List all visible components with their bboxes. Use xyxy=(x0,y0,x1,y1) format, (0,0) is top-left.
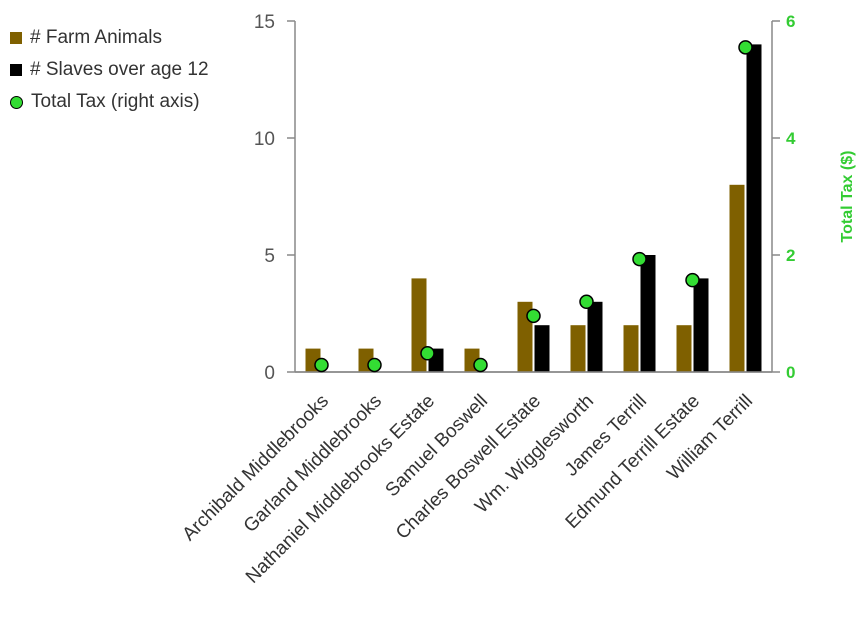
farm-animals-bar xyxy=(729,184,745,372)
total-tax-point xyxy=(738,40,753,55)
slaves-bar xyxy=(693,278,709,372)
total-tax-point xyxy=(632,251,647,267)
legend-item-total-tax: Total Tax (right axis) xyxy=(10,86,209,118)
total-tax-point xyxy=(579,294,594,310)
y2-tick-label: 0 xyxy=(786,363,795,382)
legend-label: Total Tax (right axis) xyxy=(31,91,200,112)
y2-axis-label: Total Tax ($) xyxy=(839,151,856,243)
slaves-bar xyxy=(587,301,603,372)
legend: # Farm Animals # Slaves over age 12 Tota… xyxy=(10,22,209,118)
slaves-swatch xyxy=(10,64,22,76)
total-tax-point xyxy=(314,357,329,373)
total-tax-point xyxy=(367,357,382,373)
slaves-bar xyxy=(640,255,656,372)
y2-tick-label: 6 xyxy=(786,12,795,31)
y2-tick-label: 4 xyxy=(786,129,796,148)
total-tax-swatch xyxy=(10,95,23,109)
farm-animals-bar xyxy=(676,325,692,372)
farm-animals-bar xyxy=(570,325,586,372)
legend-label: # Slaves over age 12 xyxy=(30,59,209,80)
slaves-bar xyxy=(746,44,762,373)
y-tick-label: 0 xyxy=(264,363,275,384)
farm-animals-swatch xyxy=(10,32,22,44)
y2-tick-label: 2 xyxy=(786,246,795,265)
legend-item-slaves: # Slaves over age 12 xyxy=(10,54,209,86)
y-tick-label: 15 xyxy=(254,12,275,33)
total-tax-point xyxy=(420,346,435,361)
total-tax-point xyxy=(473,357,488,373)
y-tick-label: 5 xyxy=(264,246,275,267)
legend-item-farm-animals: # Farm Animals xyxy=(10,22,209,54)
legend-label: # Farm Animals xyxy=(30,27,162,48)
farm-animals-bar xyxy=(623,325,639,372)
slaves-bar xyxy=(534,325,550,372)
total-tax-point xyxy=(526,308,541,324)
total-tax-point xyxy=(685,272,700,288)
y-tick-label: 10 xyxy=(254,129,275,150)
